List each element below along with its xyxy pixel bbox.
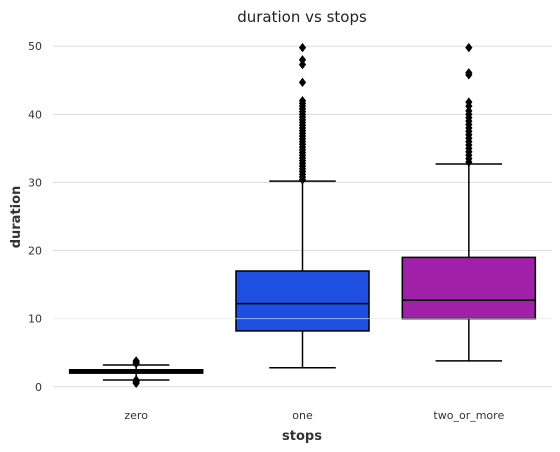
x-axis-label: stops: [282, 429, 322, 444]
y-tick-label-50: 50: [28, 40, 42, 53]
y-tick-label-30: 30: [28, 176, 42, 189]
outlier-one-32: [298, 55, 307, 65]
outlier-one-33: [298, 42, 307, 53]
outlier-zero-7: [132, 356, 140, 366]
box-body-two_or_more: [401, 256, 537, 320]
x-tick-label-zero: zero: [124, 409, 148, 422]
y-tick-labels: 0 10 20 30 40 50: [28, 40, 42, 394]
outlier-one-31: [298, 59, 307, 70]
box-one: [235, 42, 370, 369]
y-tick-label-40: 40: [28, 108, 42, 121]
outlier-two_or_more-17: [465, 97, 473, 107]
outlier-one-30: [298, 77, 307, 87]
outlier-two_or_more-15: [465, 106, 473, 116]
y-tick-label-10: 10: [28, 313, 42, 326]
x-tick-label-two_or_more: two_or_more: [433, 409, 504, 422]
outlier-two_or_more-20: [465, 42, 473, 53]
outlier-one-29: [298, 96, 307, 106]
box-body-one: [235, 270, 370, 332]
x-tick-labels: zero one two_or_more: [124, 409, 504, 422]
y-tick-label-0: 0: [35, 381, 42, 394]
outlier-zero-4: [132, 375, 140, 385]
chart-title: duration vs stops: [237, 8, 367, 26]
box-zero: [68, 356, 204, 389]
box-two_or_more: [401, 42, 537, 362]
boxes: [53, 42, 552, 389]
outlier-two_or_more-19: [465, 68, 473, 78]
y-tick-label-20: 20: [28, 245, 42, 258]
y-axis-label: duration: [9, 186, 24, 249]
x-tick-label-one: one: [292, 409, 313, 422]
